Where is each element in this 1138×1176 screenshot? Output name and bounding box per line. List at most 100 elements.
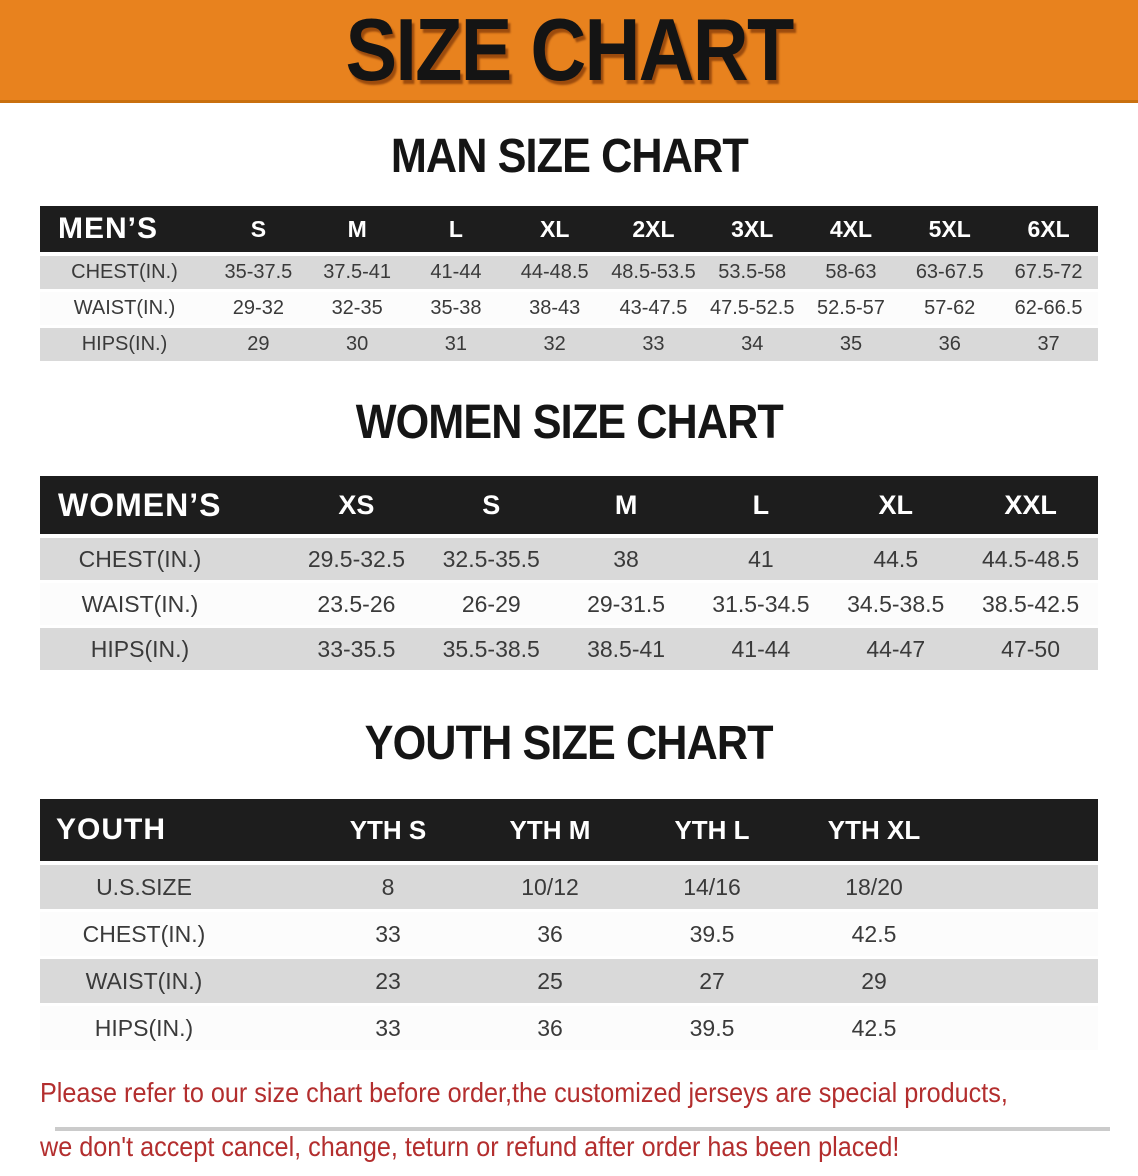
size-column-header: L [406, 206, 506, 256]
value-cell: 10/12 [469, 863, 631, 911]
size-column-header: XS [289, 476, 424, 538]
table-row: HIPS(IN.) 29 30 31 32 33 34 35 36 37 [40, 325, 1098, 361]
value-cell: 29-32 [209, 289, 308, 327]
value-cell: 35-37.5 [209, 254, 308, 291]
value-cell: 8 [307, 863, 469, 911]
youth-corner-label: YOUTH [40, 799, 307, 865]
value-cell: 35-38 [406, 289, 506, 327]
size-column-header: S [423, 476, 559, 538]
value-cell: 14/16 [631, 863, 793, 911]
value-cell: 42.5 [793, 909, 955, 958]
table-row: WAIST(IN.) 29-32 32-35 35-38 38-43 43-47.5 47.… [40, 289, 1098, 327]
row-label: WAIST(IN.) [40, 580, 289, 627]
value-cell: 44.5-48.5 [963, 536, 1098, 582]
size-column-header: YTH S [307, 799, 469, 865]
value-cell: 47.5-52.5 [702, 289, 802, 327]
men-corner-label: MEN’S [40, 206, 209, 256]
table-row: CHEST(IN.) 35-37.5 37.5-41 41-44 44-48.5 48.5… [40, 254, 1098, 291]
header-spacer [955, 799, 1098, 865]
table-row: WAIST(IN.) 23.5-26 26-29 29-31.5 31.5-34.5 34… [40, 580, 1098, 627]
size-column-header: YTH L [631, 799, 793, 865]
value-cell: 36 [469, 909, 631, 958]
youth-table-header: YOUTH YTH S YTH M YTH L YTH XL [40, 799, 1098, 865]
men-table-body: CHEST(IN.) 35-37.5 37.5-41 41-44 44-48.5 48.5… [40, 254, 1098, 361]
value-cell: 62-66.5 [999, 289, 1098, 327]
value-cell: 53.5-58 [702, 254, 802, 291]
size-column-header: 4XL [801, 206, 901, 256]
youth-table-body: U.S.SIZE 8 10/12 14/16 18/20 CHEST(IN.) 33 36 39… [40, 863, 1098, 1050]
value-cell: 39.5 [631, 1003, 793, 1050]
value-cell: 63-67.5 [900, 254, 1000, 291]
women-table-header: WOMEN’S XS S M L XL XXL [40, 476, 1098, 538]
row-label: WAIST(IN.) [40, 289, 209, 327]
youth-section-heading-text: YOUTH SIZE CHART [364, 717, 774, 770]
value-cell: 52.5-57 [801, 289, 901, 327]
section-women: WOMEN SIZE CHART WOMEN’S XS S M L XL XXL CHEST(I… [0, 395, 1138, 670]
value-cell: 44-47 [828, 625, 964, 670]
header-row: MEN’S S M L XL 2XL 3XL 4XL 5XL 6XL [40, 206, 1098, 256]
row-spacer [955, 863, 1098, 911]
value-cell: 41-44 [406, 254, 506, 291]
disclaimer-line-1: Please refer to our size chart before or… [40, 1077, 1008, 1108]
value-cell: 18/20 [793, 863, 955, 911]
value-cell: 31.5-34.5 [693, 580, 829, 627]
size-column-header: M [558, 476, 694, 538]
table-row: HIPS(IN.) 33-35.5 35.5-38.5 38.5-41 41-44 44-… [40, 625, 1098, 670]
value-cell: 44-48.5 [505, 254, 605, 291]
youth-size-table: YOUTH YTH S YTH M YTH L YTH XL U.S.SIZE 8 10/12… [40, 799, 1098, 1050]
header-row: YOUTH YTH S YTH M YTH L YTH XL [40, 799, 1098, 865]
table-row: CHEST(IN.) 33 36 39.5 42.5 [40, 909, 1098, 958]
women-size-table: WOMEN’S XS S M L XL XXL CHEST(IN.) 29.5-32.5 32.5… [40, 476, 1098, 670]
value-cell: 33 [604, 325, 703, 361]
value-cell: 25 [469, 956, 631, 1005]
size-column-header: 5XL [900, 206, 1000, 256]
value-cell: 38-43 [505, 289, 605, 327]
table-row: WAIST(IN.) 23 25 27 29 [40, 956, 1098, 1005]
row-spacer [955, 1003, 1098, 1050]
value-cell: 41-44 [693, 625, 829, 670]
value-cell: 32 [505, 325, 605, 361]
value-cell: 23 [307, 956, 469, 1005]
value-cell: 30 [307, 325, 407, 361]
value-cell: 37.5-41 [307, 254, 407, 291]
row-label: U.S.SIZE [40, 863, 307, 911]
table-row: U.S.SIZE 8 10/12 14/16 18/20 [40, 863, 1098, 911]
size-column-header: 2XL [604, 206, 703, 256]
value-cell: 35 [801, 325, 901, 361]
value-cell: 37 [999, 325, 1098, 361]
section-youth: YOUTH SIZE CHART YOUTH YTH S YTH M YTH L YTH … [0, 716, 1138, 1050]
value-cell: 44.5 [828, 536, 964, 582]
value-cell: 34.5-38.5 [828, 580, 964, 627]
row-label: CHEST(IN.) [40, 909, 307, 958]
row-label: CHEST(IN.) [40, 254, 209, 291]
bottom-edge-line [55, 1127, 1110, 1131]
value-cell: 34 [702, 325, 802, 361]
row-label: CHEST(IN.) [40, 536, 289, 582]
row-label: HIPS(IN.) [40, 625, 289, 670]
disclaimer: Please refer to our size chart before or… [40, 1068, 1138, 1176]
value-cell: 38 [558, 536, 694, 582]
value-cell: 57-62 [900, 289, 1000, 327]
row-label: WAIST(IN.) [40, 956, 307, 1005]
value-cell: 36 [469, 1003, 631, 1050]
size-column-header: M [307, 206, 407, 256]
men-section-heading: MAN SIZE CHART [0, 129, 1138, 184]
value-cell: 29 [793, 956, 955, 1005]
value-cell: 33 [307, 1003, 469, 1050]
value-cell: 35.5-38.5 [423, 625, 559, 670]
row-spacer [955, 956, 1098, 1005]
size-column-header: XL [505, 206, 605, 256]
value-cell: 43-47.5 [604, 289, 703, 327]
value-cell: 67.5-72 [999, 254, 1098, 291]
women-section-heading-text: WOMEN SIZE CHART [355, 396, 783, 449]
men-size-table: MEN’S S M L XL 2XL 3XL 4XL 5XL 6XL CHEST(IN.) 35-37… [40, 206, 1098, 361]
size-column-header: XL [828, 476, 964, 538]
size-column-header: YTH M [469, 799, 631, 865]
value-cell: 41 [693, 536, 829, 582]
size-column-header: XXL [963, 476, 1098, 538]
banner-title: SIZE CHART [345, 0, 794, 99]
row-label: HIPS(IN.) [40, 1003, 307, 1050]
men-table-header: MEN’S S M L XL 2XL 3XL 4XL 5XL 6XL [40, 206, 1098, 256]
value-cell: 36 [900, 325, 1000, 361]
value-cell: 38.5-41 [558, 625, 694, 670]
